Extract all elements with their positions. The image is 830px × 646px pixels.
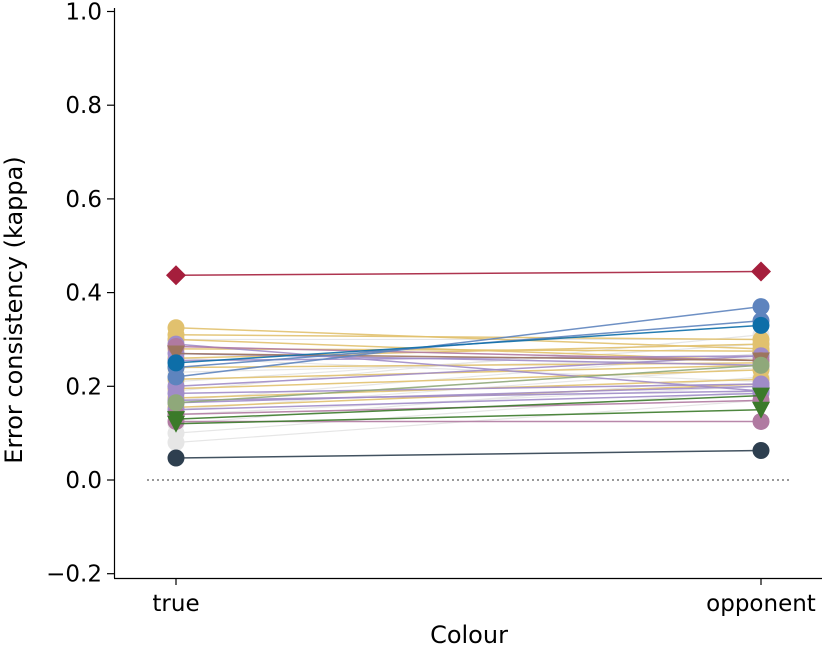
series-point xyxy=(752,356,770,374)
series-point xyxy=(167,394,185,412)
y-tick-label: 0.0 xyxy=(65,468,102,494)
y-tick-label: 0.4 xyxy=(65,281,102,307)
series-line xyxy=(175,394,762,420)
series-layer xyxy=(166,261,771,467)
series-point xyxy=(752,335,770,353)
series-point xyxy=(166,265,186,286)
series xyxy=(166,261,771,286)
series-line xyxy=(175,357,762,383)
series-point xyxy=(167,434,185,452)
series-line xyxy=(175,352,762,362)
series-line xyxy=(175,408,762,425)
series-point xyxy=(167,345,185,363)
x-axis-label: Colour xyxy=(430,621,508,646)
series-line xyxy=(175,385,762,404)
y-tick-label: 0.8 xyxy=(65,93,102,119)
series xyxy=(167,401,770,433)
series-line xyxy=(175,376,762,425)
y-axis-label: Error consistency (kappa) xyxy=(0,156,28,463)
series-line xyxy=(175,343,762,392)
series-line xyxy=(175,364,762,404)
series xyxy=(167,316,770,372)
series-point xyxy=(167,415,185,433)
series-line xyxy=(175,383,762,395)
series-line xyxy=(175,305,762,378)
axes xyxy=(113,8,822,580)
series-line xyxy=(175,355,762,388)
series-line xyxy=(175,326,762,350)
series-point xyxy=(752,298,770,316)
y-tick-label: −0.2 xyxy=(46,562,102,588)
series-line xyxy=(175,334,762,341)
x-tick-label: opponent xyxy=(706,591,816,617)
y-tick-label: 0.2 xyxy=(65,374,102,400)
y-tick-label: 0.6 xyxy=(65,187,102,213)
series-line xyxy=(175,392,762,411)
series-line xyxy=(175,364,762,381)
series-point xyxy=(167,449,185,467)
series-line xyxy=(175,369,762,390)
y-tick-label: 1.0 xyxy=(65,0,102,26)
series-point xyxy=(752,441,770,459)
ticks: −0.2 0.0 0.2 0.4 0.6 0.8 1.0 true opponent xyxy=(46,0,816,617)
series-line xyxy=(175,390,762,434)
series-line xyxy=(175,324,762,364)
series-line xyxy=(175,449,762,459)
series-point xyxy=(751,261,771,282)
series-line xyxy=(175,270,762,277)
series-point xyxy=(752,387,770,405)
series-point xyxy=(752,316,770,334)
series-point xyxy=(167,354,185,372)
series xyxy=(167,441,770,467)
series-line xyxy=(175,352,762,366)
series-point xyxy=(752,401,770,419)
series xyxy=(167,356,770,412)
series-line xyxy=(175,345,762,362)
x-tick-label: true xyxy=(152,591,199,617)
series-line xyxy=(175,390,762,402)
series-point xyxy=(752,412,770,430)
